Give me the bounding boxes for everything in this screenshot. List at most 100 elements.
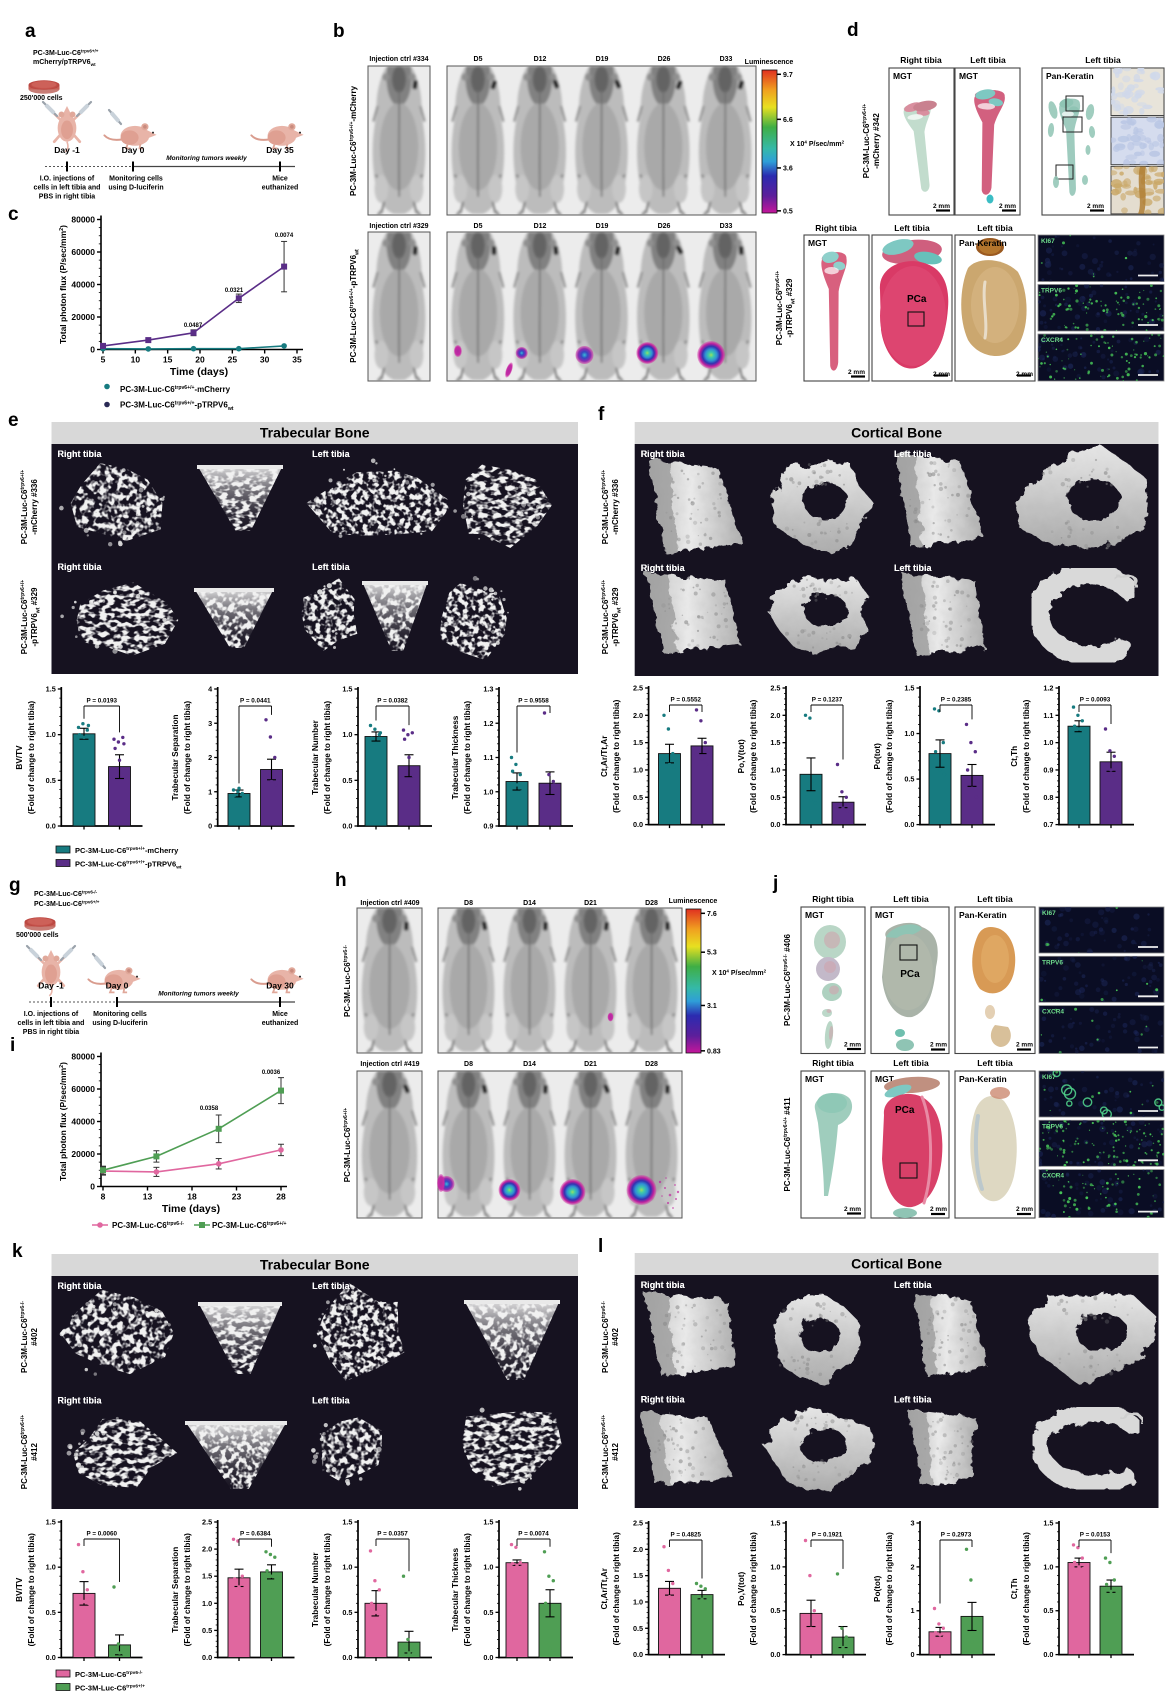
svg-text:Po,V(tot): Po,V(tot) [737, 739, 746, 773]
svg-text:BV/TV: BV/TV [15, 745, 24, 770]
svg-text:PC-3M-Luc-C6trpv6+/+: PC-3M-Luc-C6trpv6+/+ [862, 104, 871, 179]
svg-text:MGT: MGT [893, 71, 913, 81]
svg-text:(Fold of change to right tibia: (Fold of change to right tibia) [183, 701, 192, 815]
svg-text:(Fold of change to right tibia: (Fold of change to right tibia) [323, 1533, 332, 1647]
svg-text:P = 0.6384: P = 0.6384 [240, 1531, 271, 1538]
svg-text:PC-3M-Luc-C6trpv6+/+: PC-3M-Luc-C6trpv6+/+ [601, 580, 610, 655]
svg-text:20: 20 [195, 355, 205, 365]
svg-text:Trabecular Thickness: Trabecular Thickness [451, 1547, 460, 1631]
svg-text:PC-3M-Luc-C6trpv6+/+: PC-3M-Luc-C6trpv6+/+ [343, 1108, 352, 1183]
svg-text:0.9: 0.9 [483, 822, 493, 831]
svg-text:Right tibia: Right tibia [812, 1058, 854, 1068]
svg-text:40000: 40000 [71, 279, 95, 289]
svg-text:PC-3M-Luc-C6trpv6+/+: PC-3M-Luc-C6trpv6+/+ [75, 1684, 145, 1692]
svg-text:Right tibia: Right tibia [58, 562, 103, 572]
svg-text:10: 10 [131, 355, 141, 365]
svg-text:d: d [847, 20, 859, 41]
svg-text:Injection ctrl #334: Injection ctrl #334 [369, 56, 428, 63]
svg-text:0.5: 0.5 [342, 776, 352, 785]
svg-text:2.5: 2.5 [770, 684, 780, 693]
svg-text:3: 3 [910, 1519, 914, 1528]
svg-text:Day -1: Day -1 [54, 145, 80, 155]
svg-text:D12: D12 [534, 223, 547, 230]
svg-text:Ct,Ar/Tt,Ar: Ct,Ar/Tt,Ar [600, 1567, 609, 1609]
svg-text:1.0: 1.0 [46, 730, 56, 739]
svg-text:D26: D26 [658, 56, 671, 63]
svg-text:Left tibia: Left tibia [893, 894, 929, 904]
svg-text:I.O. injections of: I.O. injections of [24, 1011, 79, 1018]
svg-text:0.0: 0.0 [46, 822, 56, 831]
svg-text:1.5: 1.5 [770, 1519, 780, 1528]
svg-text:Injection ctrl #329: Injection ctrl #329 [369, 223, 428, 230]
svg-text:Right tibia: Right tibia [641, 1395, 686, 1405]
svg-text:0.5: 0.5 [783, 208, 793, 215]
svg-text:Left tibia: Left tibia [312, 449, 350, 459]
svg-text:PC-3M-Luc-C6trpv6+/+ #411: PC-3M-Luc-C6trpv6+/+ #411 [783, 1097, 792, 1192]
svg-text:PC-3M-Luc-C6trpv6-/-: PC-3M-Luc-C6trpv6-/- [601, 1301, 610, 1373]
svg-text:6.6: 6.6 [783, 117, 793, 124]
svg-text:1.5: 1.5 [904, 684, 914, 693]
svg-text:Right tibia: Right tibia [641, 1280, 686, 1290]
svg-text:Left tibia: Left tibia [312, 1396, 350, 1406]
svg-text:D8: D8 [464, 1061, 473, 1068]
svg-text:Left tibia: Left tibia [312, 1281, 350, 1291]
svg-text:Po(tot): Po(tot) [873, 1575, 882, 1602]
svg-text:18: 18 [187, 1192, 197, 1202]
svg-text:5.3: 5.3 [707, 950, 717, 957]
svg-text:Right tibia: Right tibia [815, 223, 857, 233]
svg-text:cells in left tibia and: cells in left tibia and [34, 185, 101, 192]
svg-text:0.5: 0.5 [633, 793, 643, 802]
svg-text:0.0: 0.0 [202, 1653, 212, 1662]
svg-text:2.0: 2.0 [770, 711, 780, 720]
svg-text:2.5: 2.5 [633, 1519, 643, 1528]
svg-text:1.0: 1.0 [770, 765, 780, 774]
svg-text:-pTRPV6wt #329: -pTRPV6wt #329 [611, 587, 622, 647]
svg-text:0.7: 0.7 [1043, 820, 1053, 829]
svg-text:Day 35: Day 35 [266, 145, 294, 155]
svg-text:80000: 80000 [71, 1051, 95, 1061]
svg-text:Right tibia: Right tibia [58, 449, 103, 459]
svg-text:D33: D33 [720, 56, 733, 63]
svg-text:i: i [10, 1035, 15, 1056]
svg-text:2 mm: 2 mm [930, 1042, 947, 1049]
svg-text:MGT: MGT [959, 71, 979, 81]
svg-text:Right tibia: Right tibia [641, 1280, 686, 1290]
svg-text:1.5: 1.5 [633, 738, 643, 747]
svg-text:80000: 80000 [71, 214, 95, 224]
svg-text:Cortical Bone: Cortical Bone [851, 1256, 942, 1272]
svg-text:CXCR4: CXCR4 [1042, 1173, 1064, 1180]
svg-text:e: e [8, 410, 19, 431]
svg-text:MGT: MGT [805, 1074, 825, 1084]
svg-text:PC-3M-Luc-C6trpv6-/-: PC-3M-Luc-C6trpv6-/- [343, 945, 352, 1017]
svg-text:2: 2 [910, 1562, 914, 1571]
svg-text:1.0: 1.0 [342, 730, 352, 739]
svg-text:1.0: 1.0 [770, 1562, 780, 1571]
svg-text:P = 0.1921: P = 0.1921 [812, 1532, 843, 1539]
svg-text:0.0321: 0.0321 [225, 288, 244, 294]
svg-text:Cortical Bone: Cortical Bone [851, 425, 942, 441]
svg-text:2: 2 [208, 753, 212, 762]
svg-text:MGT: MGT [808, 238, 828, 248]
svg-text:Right tibia: Right tibia [58, 1396, 103, 1406]
svg-text:0.9: 0.9 [1043, 765, 1053, 774]
svg-text:Trabecular Separation: Trabecular Separation [171, 1547, 180, 1633]
svg-text:j: j [772, 873, 778, 894]
svg-text:#402: #402 [611, 1328, 620, 1346]
svg-text:(Fold of change to right tibia: (Fold of change to right tibia) [27, 701, 36, 815]
svg-text:4: 4 [208, 685, 213, 694]
svg-text:Left tibia: Left tibia [894, 563, 932, 573]
svg-text:P = 0.0441: P = 0.0441 [240, 698, 271, 705]
svg-text:0: 0 [90, 344, 95, 354]
svg-text:1.5: 1.5 [46, 1518, 56, 1527]
svg-text:CXCR4: CXCR4 [1042, 1009, 1064, 1016]
svg-text:Left tibia: Left tibia [312, 1281, 350, 1291]
svg-text:f: f [598, 404, 605, 425]
svg-text:D19: D19 [596, 56, 609, 63]
svg-text:(Fold of change to right tibia: (Fold of change to right tibia) [612, 699, 621, 813]
svg-text:P = 0.0357: P = 0.0357 [377, 1531, 408, 1538]
svg-text:1.5: 1.5 [342, 1518, 352, 1527]
svg-text:D28: D28 [645, 900, 658, 907]
svg-text:Right tibia: Right tibia [641, 449, 686, 459]
svg-text:Left tibia: Left tibia [977, 1058, 1013, 1068]
svg-text:MGT: MGT [875, 910, 895, 920]
